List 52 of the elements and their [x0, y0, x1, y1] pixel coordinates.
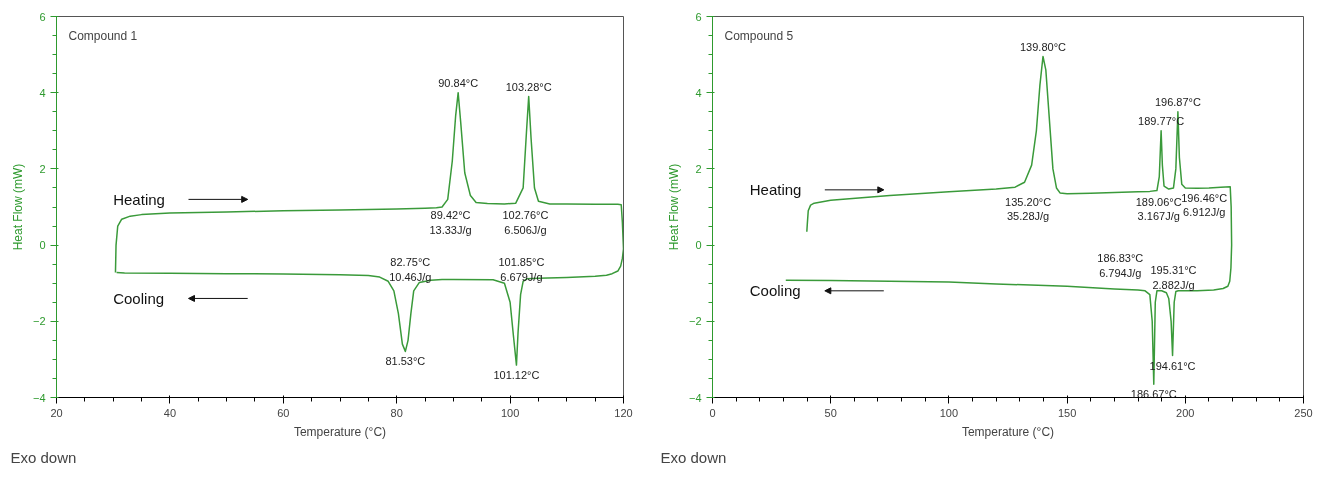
y-tick-label: −2 [32, 315, 46, 328]
y-tick-label: 2 [695, 162, 702, 175]
x-axis-title: Temperature (°C) [961, 424, 1055, 439]
annotation: 82.75°C 10.46J/g [389, 256, 432, 283]
annotation: 186.83°C 6.794J/g [1097, 252, 1144, 279]
x-axis-title: Temperature (°C) [293, 424, 387, 439]
x-tick-label: 60 [277, 406, 290, 419]
y-tick-label: 0 [39, 239, 46, 252]
annotation: 101.85°C 6.679J/g [498, 256, 545, 283]
annotation: 90.84°C [438, 76, 479, 89]
y-tick-label: 2 [39, 162, 46, 175]
annotation: 189.06°C 3.167J/g [1135, 195, 1182, 222]
x-tick-label: 200 [1176, 406, 1195, 419]
text: Compound 1 [68, 28, 138, 43]
x-tick-label: 80 [390, 406, 403, 419]
annotation: 89.42°C 13.33J/g [429, 209, 472, 236]
annotation: 102.76°C 6.506J/g [502, 209, 549, 236]
y-tick-label: 4 [39, 86, 46, 99]
text: Compound 5 [724, 28, 794, 43]
x-tick-label: 150 [1057, 406, 1077, 419]
annotation: Heating [749, 181, 802, 199]
x-tick-label: 250 [1294, 406, 1313, 419]
annotation: 139.80°C [1019, 40, 1067, 53]
y-tick-label: 4 [695, 86, 702, 99]
text: Exo down [660, 448, 727, 466]
annotation: 196.87°C [1154, 95, 1201, 108]
annotation: 81.53°C [385, 355, 426, 368]
annotation: 135.20°C 35.28J/g [1005, 195, 1052, 222]
y-tick-label: 0 [695, 239, 702, 252]
x-tick-label: 50 [824, 406, 837, 419]
annotation: 103.28°C [505, 80, 552, 93]
y-axis-title: Heat Flow (mW) [10, 163, 25, 251]
y-tick-label: −2 [688, 315, 702, 328]
y-tick-label: 6 [39, 10, 46, 23]
x-tick-label: 0 [709, 406, 716, 419]
annotation: Cooling [113, 289, 165, 307]
y-tick-label: −4 [688, 391, 702, 404]
x-tick-label: 100 [500, 406, 520, 419]
annotation: 101.12°C [493, 369, 540, 382]
line-series [114, 91, 624, 366]
annotation: Cooling [749, 282, 801, 300]
annotation: 195.31°C 2.882J/g [1150, 264, 1197, 291]
y-axis-title: Heat Flow (mW) [666, 163, 681, 251]
x-tick-label: 120 [614, 406, 633, 419]
y-tick-label: −4 [32, 391, 46, 404]
x-tick-label: 100 [939, 406, 959, 419]
annotation: Heating [113, 190, 165, 208]
x-tick-label: 40 [163, 406, 177, 419]
x-tick-label: 20 [50, 406, 63, 419]
text: Exo down [10, 448, 77, 466]
annotation: 196.46°C 6.912J/g [1181, 191, 1228, 219]
y-tick-label: 6 [695, 10, 702, 23]
